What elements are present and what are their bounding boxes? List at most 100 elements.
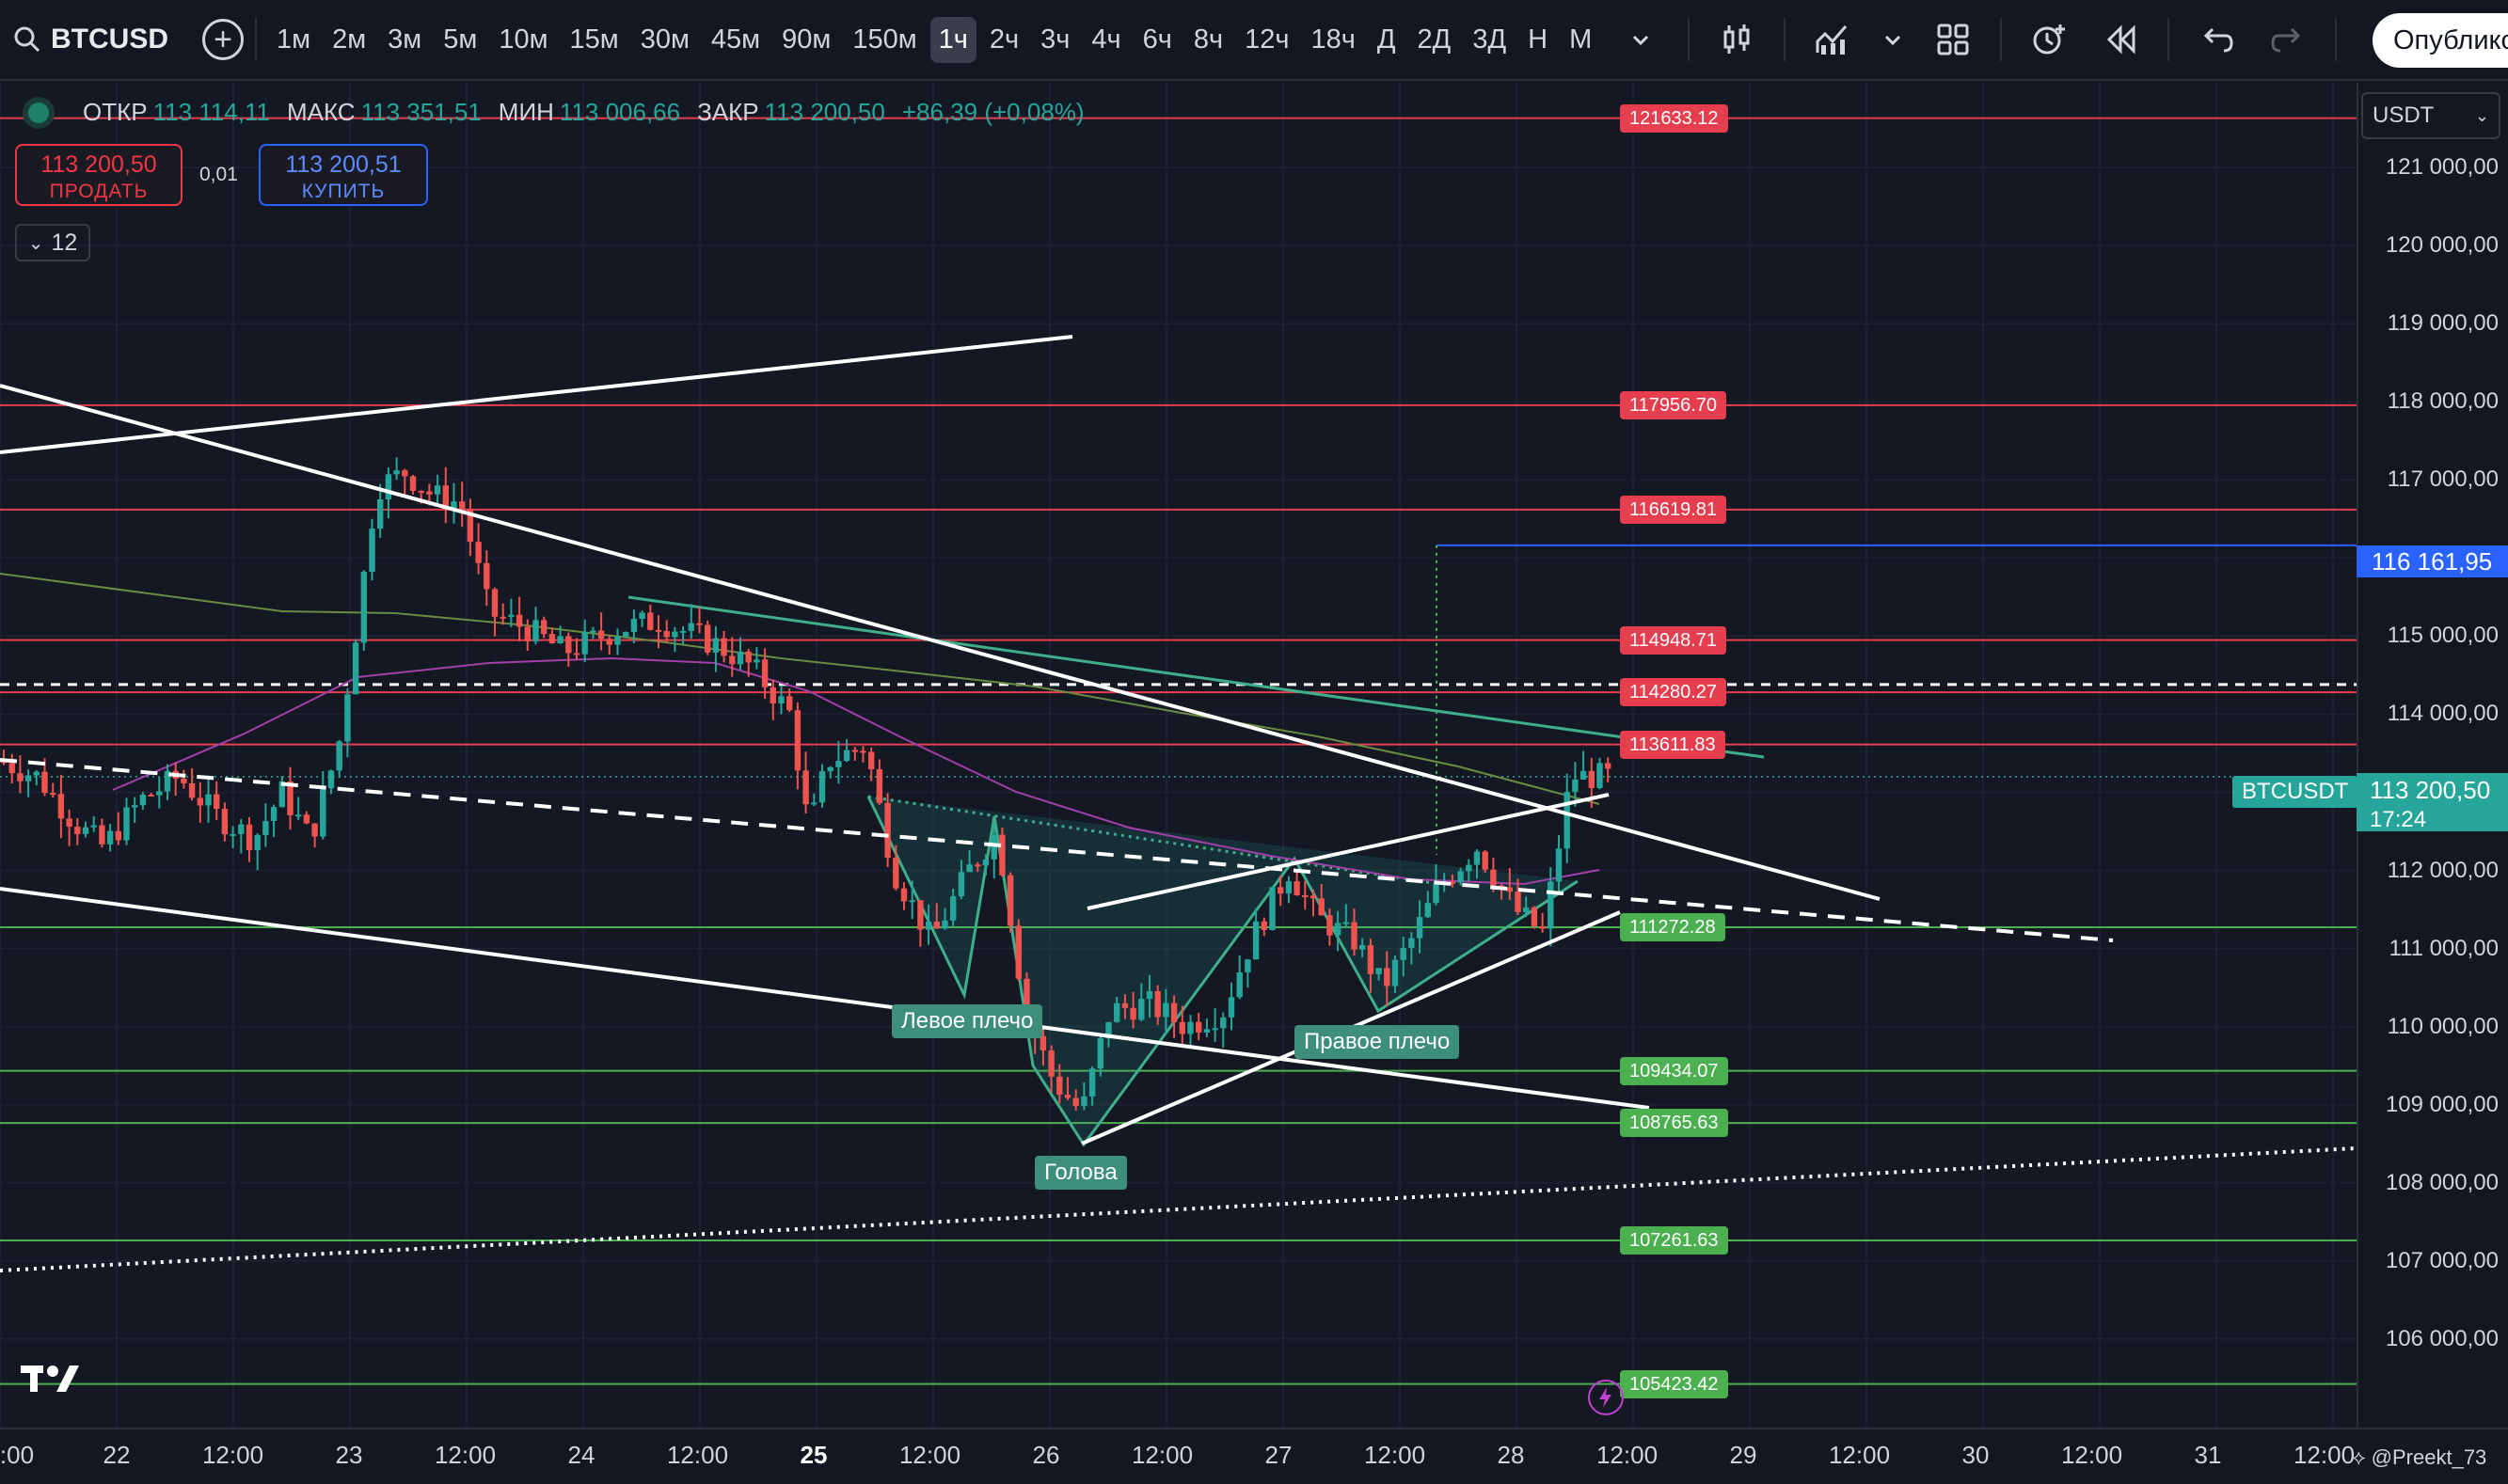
candle-body [17, 773, 24, 781]
tradingview-logo[interactable] [19, 1362, 83, 1400]
redo-icon[interactable] [2267, 19, 2309, 60]
flash-icon[interactable] [1588, 1380, 1624, 1415]
price-level-tag[interactable]: 114280.27 [1620, 678, 1727, 707]
candle-body [320, 788, 326, 837]
interval-button[interactable]: 2Д [1417, 24, 1452, 55]
open-value: 113 114,11 [152, 98, 270, 126]
right-shoulder-label[interactable]: Правое плечо [1294, 1025, 1460, 1059]
interval-button[interactable]: Н [1528, 24, 1548, 55]
candle-body [1064, 1095, 1071, 1098]
candles-icon[interactable] [1716, 19, 1757, 60]
publish-button[interactable]: Опублико [2373, 13, 2508, 68]
alert-icon[interactable] [2028, 19, 2070, 60]
candle-body [90, 825, 97, 828]
divider [2335, 18, 2338, 61]
interval-button[interactable]: 45м [710, 24, 761, 55]
currency-selector[interactable]: USDT ⌄ [2361, 92, 2500, 139]
candle-body [590, 630, 596, 633]
author-watermark: ⟡ @Preekt_73 [2352, 1445, 2486, 1470]
candle-body [57, 794, 65, 819]
indicators-toggle[interactable]: ⌄ 12 [15, 224, 90, 261]
candle-body [1466, 864, 1472, 872]
interval-button[interactable]: 90м [782, 24, 832, 55]
price-level-tag[interactable]: 114948.71 [1620, 625, 1727, 655]
candle-body [1588, 770, 1595, 788]
search-icon [14, 26, 40, 53]
interval-button[interactable]: 3Д [1472, 24, 1507, 55]
price-scale[interactable]: 121 000,00 120 000,00 119 000,00 118 000,00… [2357, 83, 2508, 1428]
candle-body [1433, 884, 1439, 904]
candle-body [696, 623, 703, 625]
sell-button[interactable]: 113 200,50 ПРОДАТЬ [15, 144, 183, 206]
price-level-tag[interactable]: 105423.42 [1620, 1369, 1728, 1398]
candle-body [942, 920, 948, 929]
candle-body [123, 807, 130, 841]
candle-body [541, 620, 548, 635]
time-axis[interactable]: :00 22 12:00 23 12:00 24 12:00 25 12:00 26 12:00 27… [0, 1428, 2508, 1484]
add-symbol-icon[interactable]: + [202, 19, 244, 60]
price-level-tag[interactable]: 109434.07 [1620, 1056, 1728, 1085]
price-level-tag[interactable]: 121633.12 [1620, 103, 1728, 133]
chevron-down-icon[interactable] [1620, 19, 1661, 60]
rising-trend-line [627, 595, 1765, 759]
interval-button[interactable]: 1ч [929, 16, 976, 63]
candle-body [745, 651, 752, 663]
price-level-tag[interactable]: 108765.63 [1620, 1109, 1728, 1138]
candle-body [1596, 763, 1603, 788]
trend-line-dotted [0, 1146, 2357, 1272]
undo-icon[interactable] [2196, 19, 2237, 60]
buy-button[interactable]: 113 200,51 КУПИТЬ [259, 144, 428, 206]
layout-grid-icon[interactable] [1932, 19, 1974, 60]
watermark-text: @Preekt_73 [2371, 1445, 2487, 1469]
interval-button[interactable]: 15м [569, 24, 619, 55]
interval-button[interactable]: 18ч [1310, 24, 1356, 55]
candle-body [1269, 887, 1276, 930]
interval-button[interactable]: 2ч [989, 24, 1020, 55]
interval-button[interactable]: 2м [332, 24, 367, 55]
interval-button[interactable]: 12ч [1245, 24, 1290, 55]
replay-icon[interactable] [2100, 19, 2141, 60]
time-tick: 12:00 [2293, 1441, 2356, 1469]
interval-button[interactable]: 6ч [1142, 24, 1172, 55]
interval-button[interactable]: 5м [443, 24, 478, 55]
price-level-tag[interactable]: 116619.81 [1620, 495, 1727, 524]
candle-body [426, 491, 433, 495]
chart-pane[interactable] [0, 83, 2357, 1428]
head-label[interactable]: Голова [1035, 1156, 1127, 1190]
candle-body [1252, 921, 1260, 960]
interval-button[interactable]: 30м [640, 24, 690, 55]
candle-body [369, 529, 375, 573]
candle-body [597, 630, 605, 639]
candle-body [1400, 947, 1406, 960]
interval-button[interactable]: 1м [277, 24, 311, 55]
interval-button[interactable]: М [1569, 24, 1593, 55]
candle-body [1072, 1097, 1079, 1107]
price-level-tag[interactable]: 117956.70 [1620, 390, 1727, 419]
time-tick: 27 [1264, 1441, 1293, 1469]
candle-body [1163, 1002, 1169, 1018]
price-level-tag[interactable]: 107261.63 [1620, 1225, 1728, 1255]
candle-body [884, 802, 891, 859]
candle-body [900, 888, 908, 902]
price-level-tag[interactable]: 113611.83 [1620, 730, 1725, 759]
interval-button[interactable]: Д [1376, 24, 1396, 55]
price-level-tag[interactable]: 111272.28 [1620, 912, 1725, 941]
indicators-icon[interactable] [1812, 19, 1853, 60]
left-shoulder-label[interactable]: Левое плечо [892, 1004, 1043, 1038]
interval-button[interactable]: 10м [499, 24, 548, 55]
candle-body [1146, 991, 1153, 1000]
interval-button[interactable]: 4ч [1091, 24, 1121, 55]
candle-body [1015, 925, 1022, 979]
candle-body [1212, 1028, 1218, 1031]
candle-body [623, 632, 629, 638]
candle-body [402, 470, 408, 477]
symbol-search[interactable]: BTCUSD [13, 24, 168, 55]
interval-button[interactable]: 8ч [1193, 24, 1224, 55]
candle-body [311, 823, 318, 837]
interval-button[interactable]: 3ч [1040, 24, 1071, 55]
time-tick: 31 [2194, 1441, 2222, 1469]
interval-button[interactable]: 3м [388, 24, 422, 55]
interval-button[interactable]: 150м [852, 24, 917, 55]
price-chart[interactable] [0, 83, 2357, 1428]
chevron-down-icon[interactable] [1872, 19, 1913, 60]
